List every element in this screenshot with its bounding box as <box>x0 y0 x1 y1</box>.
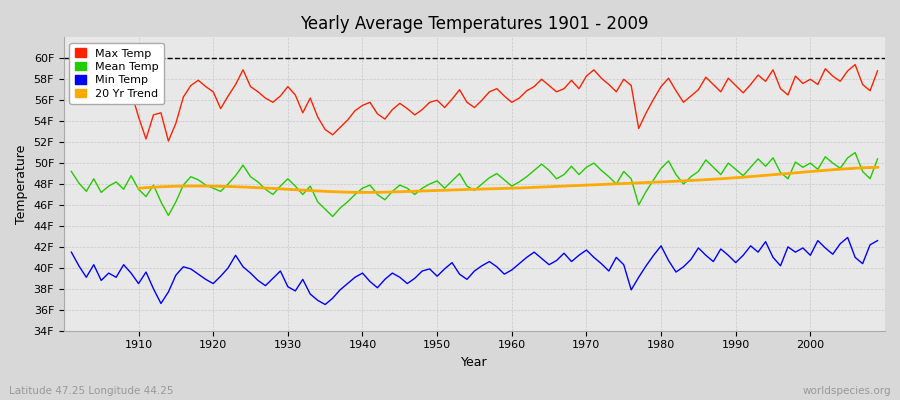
Legend: Max Temp, Mean Temp, Min Temp, 20 Yr Trend: Max Temp, Mean Temp, Min Temp, 20 Yr Tre… <box>69 43 164 104</box>
X-axis label: Year: Year <box>461 356 488 369</box>
Title: Yearly Average Temperatures 1901 - 2009: Yearly Average Temperatures 1901 - 2009 <box>301 15 649 33</box>
Text: worldspecies.org: worldspecies.org <box>803 386 891 396</box>
Text: Latitude 47.25 Longitude 44.25: Latitude 47.25 Longitude 44.25 <box>9 386 174 396</box>
Y-axis label: Temperature: Temperature <box>15 144 28 224</box>
